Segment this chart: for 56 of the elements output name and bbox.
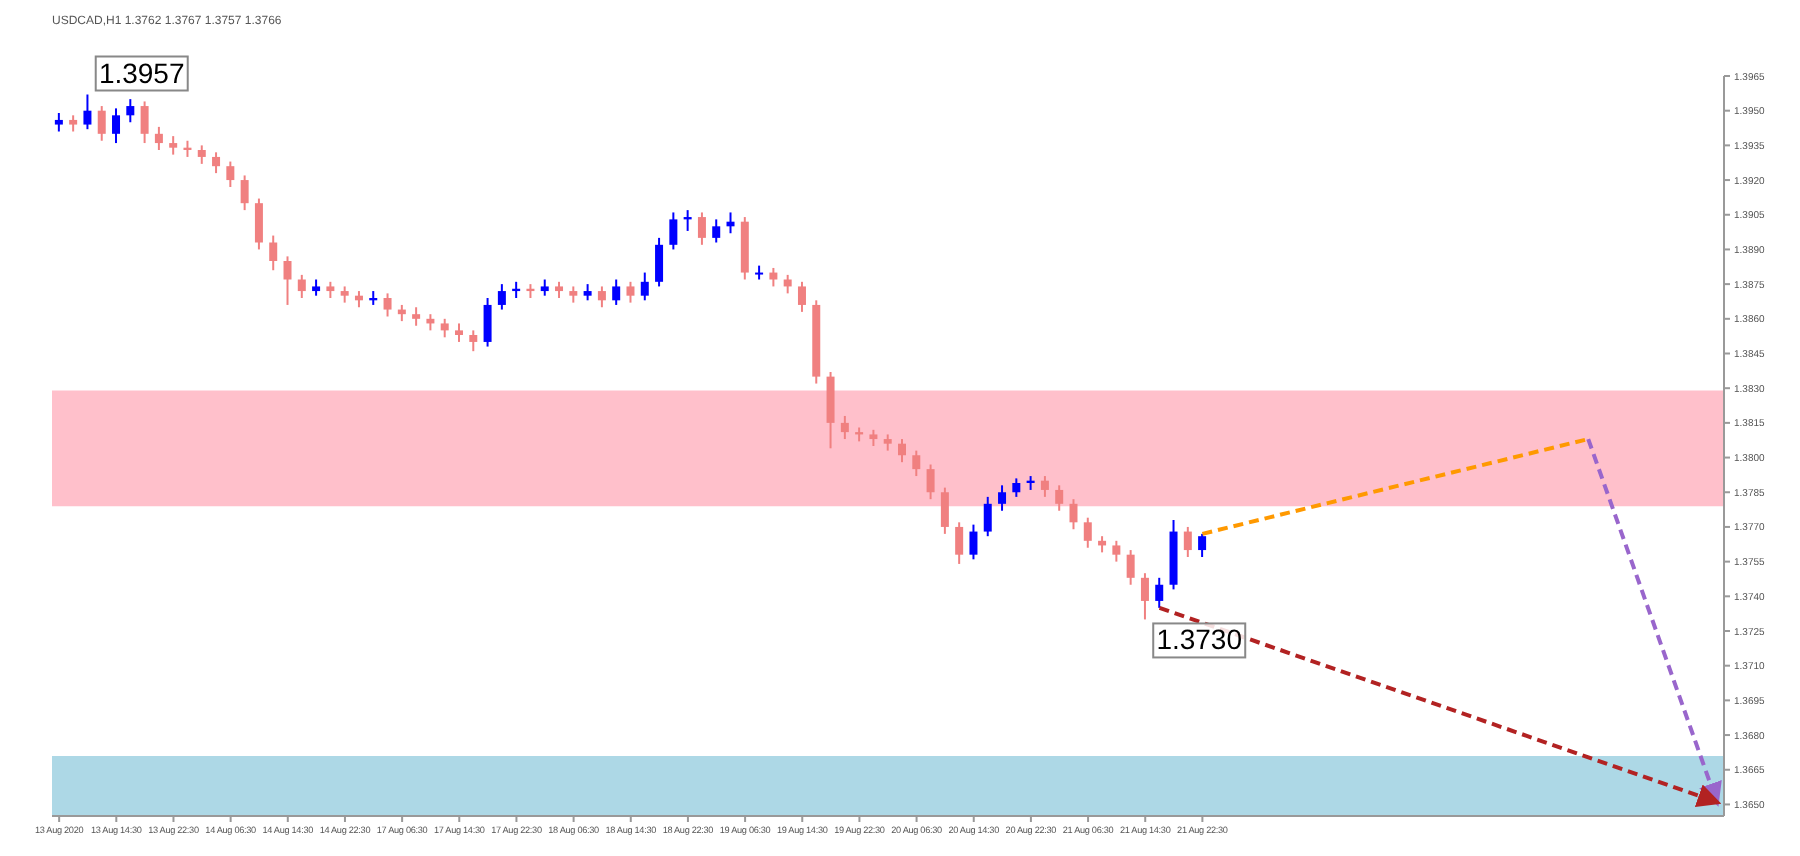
candlestick <box>197 144 206 165</box>
candlestick <box>898 438 906 464</box>
annotation: 1.3730 <box>1156 623 1243 656</box>
candlestick <box>1155 576 1164 609</box>
candlestick <box>97 105 106 142</box>
candlestick <box>1012 477 1021 498</box>
annotation: 1.3957 <box>98 56 185 89</box>
candlestick <box>283 255 292 306</box>
candlestick <box>383 292 392 318</box>
candlestick <box>497 283 506 311</box>
candlestick <box>483 297 492 348</box>
candlestick <box>112 107 121 145</box>
candlestick <box>926 463 935 501</box>
candlestick <box>612 278 621 306</box>
candlestick <box>454 322 463 343</box>
candlestick <box>955 521 964 565</box>
candlestick <box>212 151 221 175</box>
candlestick <box>626 280 635 304</box>
candlestick <box>1069 498 1078 531</box>
candlestick <box>1083 516 1092 549</box>
candlestick <box>269 234 278 272</box>
candlestick <box>1183 525 1192 558</box>
candlestick <box>769 266 778 288</box>
candlestick <box>669 211 678 251</box>
candlestick <box>126 98 135 124</box>
candlestick <box>154 125 163 151</box>
candlestick <box>1112 539 1121 563</box>
candlestick <box>840 414 849 441</box>
candlestick <box>1198 532 1207 558</box>
candlestick <box>597 285 606 309</box>
candlestick <box>697 211 706 246</box>
candlestick <box>140 100 149 145</box>
candlestick <box>983 495 992 538</box>
candlestick <box>998 484 1007 512</box>
candlestick <box>1140 572 1149 621</box>
candlestick <box>969 523 978 561</box>
candlestick <box>712 218 721 244</box>
candlestick <box>1055 484 1064 512</box>
candlestick <box>412 306 421 327</box>
candlestick <box>940 486 949 535</box>
candlestick <box>797 280 806 313</box>
candlestick <box>440 317 449 339</box>
candlestick <box>297 273 306 299</box>
candlestick <box>54 112 63 133</box>
candlestick <box>912 449 921 478</box>
candlestick <box>1126 549 1135 586</box>
candlestick <box>655 236 664 288</box>
candlestick <box>1040 475 1049 498</box>
candlestick <box>83 93 92 131</box>
candlestick <box>226 160 235 188</box>
candlestick <box>254 197 263 251</box>
candlestick <box>469 329 478 353</box>
candlestick <box>169 135 178 156</box>
candlestick <box>826 371 835 450</box>
candlestick <box>640 271 649 302</box>
candlestick <box>240 174 249 212</box>
